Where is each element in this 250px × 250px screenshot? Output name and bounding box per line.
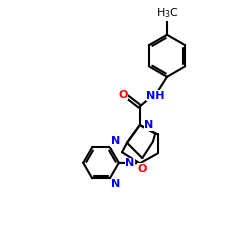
Text: NH: NH	[146, 91, 165, 101]
Text: N: N	[111, 179, 120, 189]
Text: O: O	[138, 164, 147, 173]
Text: N: N	[144, 120, 154, 130]
Text: H$_3$C: H$_3$C	[156, 6, 178, 20]
Text: N: N	[125, 158, 134, 168]
Text: O: O	[118, 90, 128, 100]
Text: N: N	[111, 136, 120, 146]
